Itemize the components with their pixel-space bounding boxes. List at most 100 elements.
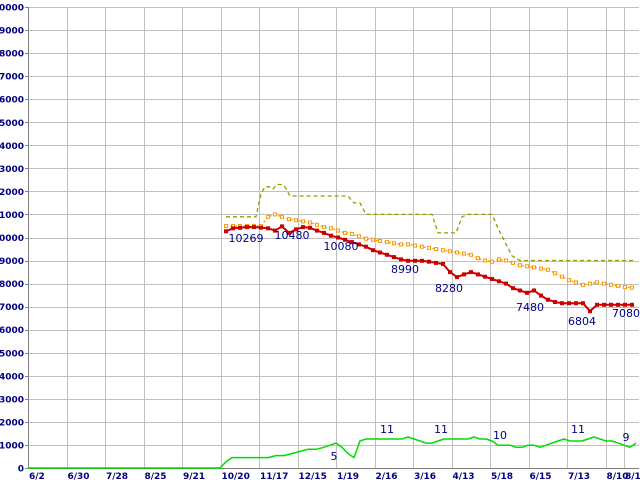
data-point-marker	[259, 225, 263, 230]
data-point-marker	[427, 259, 431, 264]
data-point-marker	[469, 252, 473, 257]
data-point-marker	[518, 263, 522, 268]
x-axis-tick-label: 2/16	[376, 472, 398, 480]
x-axis-tick-label: 8/17	[625, 472, 640, 480]
data-point-marker	[273, 228, 277, 233]
data-point-marker	[280, 224, 284, 229]
data-point-marker	[343, 230, 347, 235]
data-point-marker	[385, 252, 389, 257]
y-axis-tick-label: 0	[18, 465, 24, 475]
data-point-marker	[595, 302, 599, 307]
data-point-marker	[399, 257, 403, 262]
data-point-marker	[434, 260, 438, 265]
data-point-marker	[315, 222, 319, 227]
data-point-marker	[371, 248, 375, 253]
data-point-marker	[574, 280, 578, 285]
x-axis-tick-label: 7/28	[106, 472, 128, 480]
point-value-label: 7480	[516, 301, 544, 314]
y-axis-tick-labels: 0 1000 2000 3000 4000 5000 6000 7000 8000 9000 100…	[0, 4, 24, 475]
x-axis-tick-label: 5/18	[491, 472, 513, 480]
y-axis-tick-label: 7000	[0, 303, 24, 313]
data-point-marker	[322, 230, 326, 235]
y-axis-tick-label: 8000	[0, 280, 24, 290]
data-point-marker	[378, 239, 382, 243]
y-axis-tick-label: 18000	[0, 50, 24, 60]
data-point-marker	[378, 250, 382, 255]
point-value-label: 11	[571, 423, 585, 436]
data-point-marker	[350, 240, 354, 245]
point-value-label: 10	[493, 429, 507, 442]
data-point-marker	[574, 301, 578, 306]
data-point-marker	[504, 281, 508, 286]
data-series	[28, 183, 637, 469]
data-point-marker	[546, 267, 550, 272]
data-point-marker	[448, 270, 452, 275]
data-point-marker	[567, 278, 571, 283]
data-point-marker	[518, 288, 522, 293]
data-point-marker	[357, 242, 361, 247]
data-point-marker	[336, 228, 340, 233]
data-point-marker	[623, 302, 627, 307]
data-point-marker	[497, 257, 501, 262]
data-point-marker	[532, 288, 536, 293]
y-axis-tick-label: 16000	[0, 96, 24, 106]
data-point-marker	[399, 242, 403, 247]
data-point-marker	[301, 225, 305, 230]
data-point-marker	[287, 217, 291, 222]
x-axis-tick-label: 10/20	[222, 472, 250, 480]
point-value-label: 7080	[612, 307, 640, 320]
x-axis-tick-label: 11/17	[260, 472, 288, 480]
data-point-marker	[266, 214, 270, 219]
data-point-marker	[476, 272, 480, 277]
data-point-marker	[406, 258, 410, 263]
x-axis-tick-label: 4/13	[453, 472, 475, 480]
data-point-marker	[525, 290, 529, 295]
data-point-marker	[294, 218, 298, 223]
grid-lines	[28, 7, 639, 469]
data-point-marker	[308, 225, 312, 230]
data-point-marker	[567, 301, 571, 306]
y-axis-tick-label: 17000	[0, 73, 24, 83]
data-point-marker	[224, 224, 228, 228]
data-point-marker	[616, 302, 620, 307]
x-axis-tick-label: 6/15	[530, 472, 552, 480]
data-point-marker	[238, 225, 242, 230]
data-point-marker	[546, 297, 550, 302]
data-point-marker	[609, 302, 613, 307]
data-point-marker	[413, 243, 417, 248]
data-point-marker	[287, 230, 291, 235]
data-point-marker	[476, 256, 480, 261]
data-point-marker	[623, 285, 627, 290]
data-point-marker	[455, 250, 459, 255]
y-axis-tick-label: 6000	[0, 326, 24, 336]
point-value-label: 11	[380, 423, 394, 436]
data-point-marker	[462, 272, 466, 277]
data-point-marker	[483, 258, 487, 263]
data-point-marker	[266, 226, 270, 231]
y-axis-tick-label: 10000	[0, 234, 24, 244]
point-value-label: 6804	[568, 315, 596, 328]
y-axis-tick-label: 9000	[0, 257, 24, 267]
data-point-marker	[231, 226, 235, 231]
data-point-marker	[539, 293, 543, 298]
data-point-marker	[553, 271, 557, 276]
x-axis-tick-label: 3/16	[414, 472, 436, 480]
data-point-marker	[364, 236, 368, 241]
data-point-marker	[525, 264, 529, 269]
data-point-marker	[308, 220, 312, 225]
data-point-marker	[602, 281, 606, 286]
data-point-marker	[322, 225, 326, 230]
data-point-marker	[434, 247, 438, 251]
data-point-marker	[441, 262, 445, 266]
y-axis-tick-label: 15000	[0, 119, 24, 129]
series-line-upper-band	[226, 183, 634, 262]
data-point-marker	[413, 258, 417, 263]
data-point-marker	[224, 229, 228, 234]
x-axis-tick-label: 6/2	[29, 472, 45, 480]
data-point-marker	[595, 280, 599, 285]
series-markers-main-price	[224, 224, 634, 314]
data-point-marker	[357, 234, 361, 239]
data-point-marker	[371, 237, 375, 242]
